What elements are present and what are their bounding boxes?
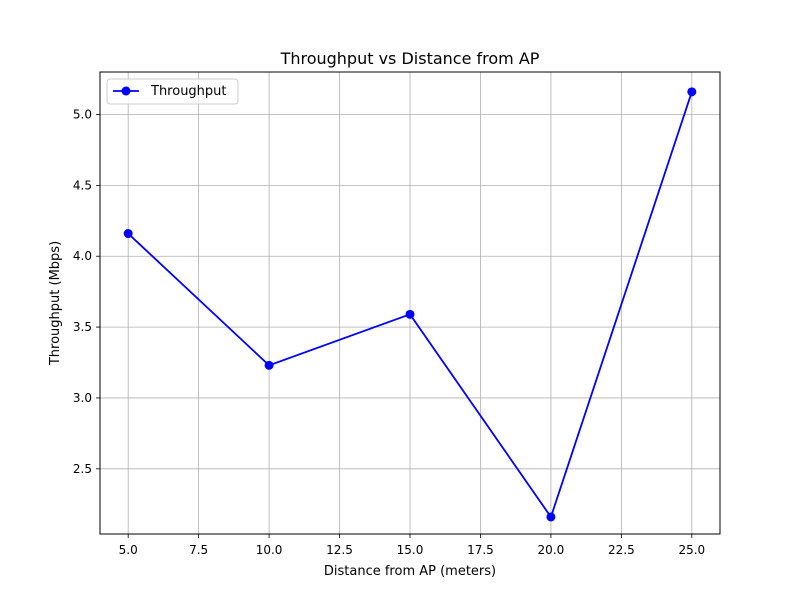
x-tick-label: 7.5 [189, 543, 208, 557]
y-tick-label: 2.5 [73, 462, 92, 476]
y-tick-label: 4.5 [73, 178, 92, 192]
grid [100, 72, 720, 534]
x-tick-label: 12.5 [326, 543, 353, 557]
data-point [546, 512, 556, 522]
y-axis-label: Throughput (Mbps) [48, 241, 63, 366]
data-point [123, 229, 133, 239]
y-tick-label: 5.0 [73, 108, 92, 122]
x-axis: 5.0 7.5 10.0 12.5 15.0 17.5 20.0 22.5 25.0 [119, 534, 705, 557]
x-tick-label: 22.5 [608, 543, 635, 557]
x-tick-label: 10.0 [256, 543, 283, 557]
x-tick-label: 20.0 [538, 543, 565, 557]
y-tick-label: 3.5 [73, 320, 92, 334]
legend-label-throughput: Throughput [150, 84, 227, 99]
legend: Throughput [106, 78, 239, 105]
y-axis: 2.5 3.0 3.5 4.0 4.5 5.0 [73, 108, 100, 476]
series-layer [123, 87, 697, 522]
x-tick-label: 17.5 [467, 543, 494, 557]
y-tick-label: 3.0 [73, 391, 92, 405]
legend-marker-swatch [121, 86, 131, 96]
chart-title: Throughput vs Distance from AP [280, 49, 540, 68]
data-point [687, 87, 697, 97]
data-point [405, 309, 415, 319]
x-tick-label: 25.0 [678, 543, 705, 557]
x-axis-label: Distance from AP (meters) [324, 564, 496, 579]
x-tick-label: 15.0 [397, 543, 424, 557]
data-point [264, 360, 274, 370]
legend-box [106, 78, 239, 105]
x-tick-label: 5.0 [119, 543, 138, 557]
y-tick-label: 4.0 [73, 249, 92, 263]
